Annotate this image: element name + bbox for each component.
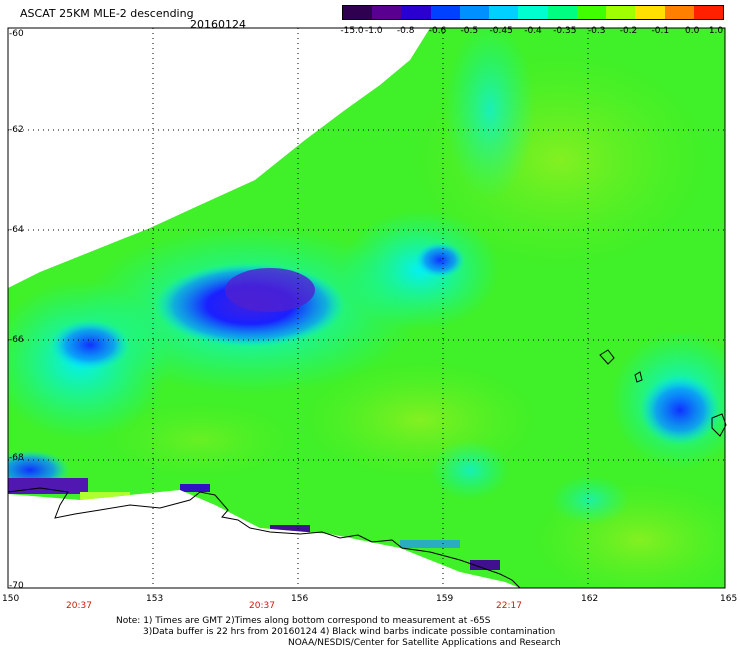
product-date: 20160124 — [190, 18, 246, 31]
colorbar-segment — [606, 6, 636, 19]
coastline-island — [599, 349, 615, 365]
colorbar-segment — [635, 6, 665, 19]
colorbar-tick-label: -0.4 — [524, 26, 542, 36]
colorbar-tick-label: 1.0 — [708, 26, 724, 36]
colorbar-segment — [518, 6, 548, 19]
lat-label: -64 — [9, 225, 24, 235]
lon-label: 162 — [581, 594, 599, 604]
colorbar-segment — [401, 6, 431, 19]
graticule — [8, 28, 725, 588]
colorbar-segment — [664, 6, 694, 19]
colorbar-segment — [576, 6, 607, 19]
colorbar-segment — [693, 6, 724, 19]
lat-label: -68 — [9, 453, 24, 463]
colorbar-tick-label: -0.1 — [651, 26, 670, 36]
colorbar-tick-label: -1.0 — [365, 26, 383, 36]
colorbar-segment — [372, 6, 402, 19]
note-line-2: 3)Data buffer is 22 hrs from 20160124 4)… — [143, 627, 556, 637]
colorbar — [342, 5, 724, 20]
colorbar-tick-label: -0.3 — [587, 26, 606, 36]
lon-label: 156 — [291, 594, 309, 604]
colorbar-tick-label: 0.0 — [684, 26, 700, 36]
coastline — [7, 487, 521, 589]
colorbar-tick-label: -0.5 — [460, 26, 479, 36]
coastline-island — [711, 413, 727, 437]
lat-label: -66 — [9, 335, 24, 345]
lon-label: 159 — [436, 594, 454, 604]
lat-label: -70 — [9, 581, 24, 591]
lon-label: 150 — [2, 594, 20, 604]
colorbar-tick-label: -0.2 — [619, 26, 638, 36]
colorbar-tick-label: -0.45 — [489, 26, 513, 36]
lat-label: -60 — [9, 29, 24, 39]
colorbar-tick-label: -15.0 — [340, 26, 364, 36]
colorbar-tick-label: -0.6 — [428, 26, 447, 36]
colorbar-segment — [459, 6, 490, 19]
pass-time: 20:37 — [66, 601, 92, 611]
note-line-1: Note: 1) Times are GMT 2)Times along bot… — [116, 616, 491, 626]
colorbar-segment — [489, 6, 519, 19]
colorbar-segment — [430, 6, 460, 19]
lat-label: -62 — [9, 125, 24, 135]
colorbar-tick-label: -0.8 — [396, 26, 415, 36]
colorbar-segment — [343, 6, 373, 19]
map-frame — [7, 27, 726, 589]
pass-time: 20:37 — [249, 601, 275, 611]
lon-label: 165 — [720, 594, 738, 604]
product-title: ASCAT 25KM MLE-2 descending — [20, 7, 194, 20]
coastline-island — [634, 371, 643, 383]
pass-time: 22:17 — [496, 601, 522, 611]
lon-label: 153 — [146, 594, 164, 604]
colorbar-segment — [547, 6, 577, 19]
note-line-3: NOAA/NESDIS/Center for Satellite Applica… — [288, 638, 561, 648]
colorbar-tick-label: -0.35 — [553, 26, 577, 36]
